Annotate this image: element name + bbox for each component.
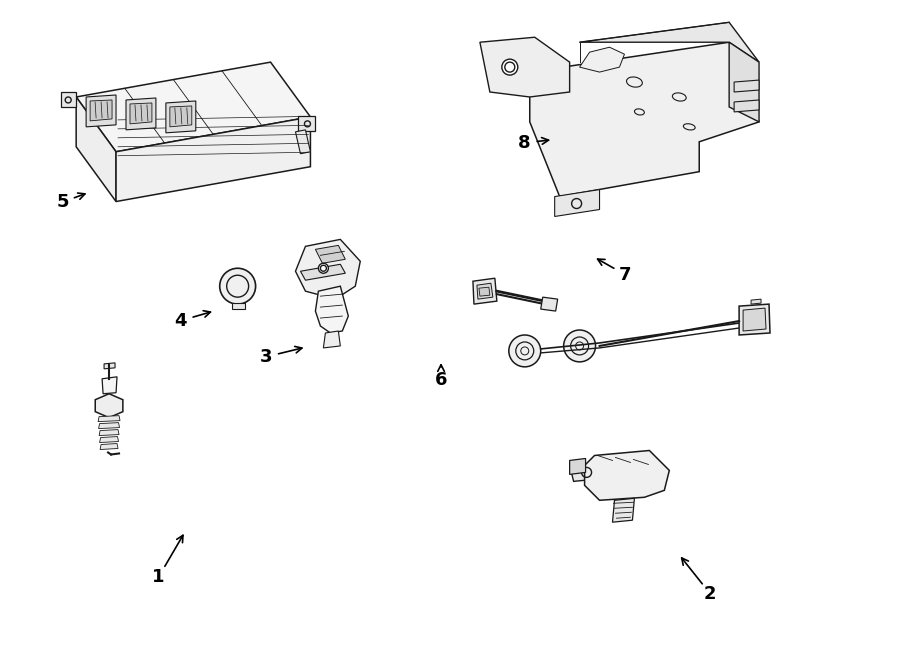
Text: 7: 7 — [618, 266, 631, 284]
Polygon shape — [98, 416, 120, 422]
Polygon shape — [479, 287, 490, 296]
Text: 4: 4 — [175, 311, 187, 330]
Polygon shape — [102, 377, 117, 394]
Circle shape — [502, 59, 518, 75]
Polygon shape — [126, 98, 156, 130]
Polygon shape — [116, 117, 310, 202]
Polygon shape — [170, 106, 192, 127]
Polygon shape — [480, 37, 570, 97]
Text: 2: 2 — [704, 585, 716, 603]
Circle shape — [563, 330, 596, 362]
Polygon shape — [315, 286, 348, 333]
Polygon shape — [99, 430, 119, 436]
Polygon shape — [76, 97, 116, 202]
Polygon shape — [752, 299, 761, 304]
Circle shape — [220, 268, 256, 304]
Polygon shape — [100, 444, 118, 449]
Polygon shape — [104, 363, 115, 369]
Polygon shape — [76, 62, 310, 152]
Polygon shape — [580, 22, 759, 62]
Polygon shape — [570, 463, 605, 481]
Polygon shape — [734, 80, 759, 92]
Polygon shape — [739, 304, 770, 335]
Polygon shape — [166, 101, 196, 133]
Text: 6: 6 — [435, 371, 447, 389]
Polygon shape — [90, 100, 112, 121]
Polygon shape — [301, 264, 346, 280]
Polygon shape — [729, 42, 759, 122]
Polygon shape — [477, 283, 493, 299]
Polygon shape — [100, 436, 119, 442]
Polygon shape — [570, 459, 586, 475]
Polygon shape — [554, 190, 599, 217]
Circle shape — [319, 263, 328, 273]
Polygon shape — [541, 297, 558, 311]
Polygon shape — [315, 245, 346, 263]
Polygon shape — [95, 394, 123, 418]
Polygon shape — [130, 103, 152, 124]
Polygon shape — [472, 278, 497, 304]
Polygon shape — [295, 130, 310, 154]
Polygon shape — [743, 308, 766, 331]
Circle shape — [508, 335, 541, 367]
Text: 8: 8 — [518, 134, 531, 152]
Polygon shape — [580, 47, 625, 72]
Polygon shape — [61, 92, 76, 107]
Polygon shape — [299, 116, 315, 131]
Polygon shape — [86, 95, 116, 127]
Text: 1: 1 — [152, 568, 165, 586]
Text: 5: 5 — [56, 193, 68, 211]
Polygon shape — [734, 100, 759, 112]
Polygon shape — [585, 451, 670, 500]
Text: 3: 3 — [260, 348, 273, 366]
Polygon shape — [231, 303, 245, 309]
Polygon shape — [613, 498, 634, 522]
Polygon shape — [310, 241, 350, 266]
Polygon shape — [323, 331, 340, 348]
Polygon shape — [99, 422, 120, 428]
Polygon shape — [530, 42, 759, 196]
Polygon shape — [295, 239, 360, 299]
